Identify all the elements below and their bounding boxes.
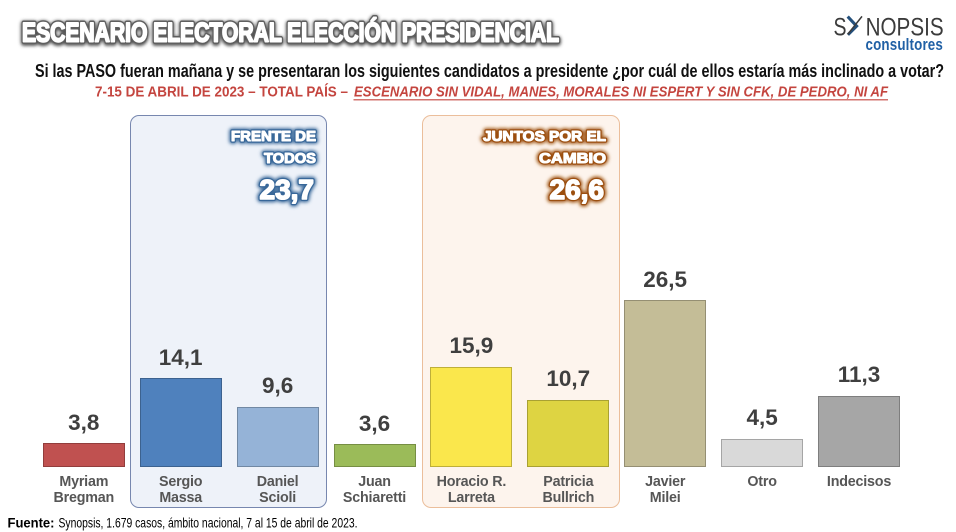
svg-text:CAMBIO: CAMBIO — [539, 151, 606, 167]
svg-text:consultores: consultores — [866, 35, 944, 54]
svg-text:Fuente:: Fuente: — [8, 514, 55, 530]
svg-text:TODOS: TODOS — [264, 151, 316, 167]
svg-text:FRENTE DE: FRENTE DE — [231, 129, 316, 145]
svg-text:JUNTOS POR EL: JUNTOS POR EL — [483, 129, 606, 145]
svg-text:ESCENARIO ELECTORAL ELECCIÓN P: ESCENARIO ELECTORAL ELECCIÓN PRESIDENCIA… — [22, 18, 559, 49]
svg-text:ESCENARIO ELECTORAL ELECCIÓN P: ESCENARIO ELECTORAL ELECCIÓN PRESIDENCIA… — [22, 16, 559, 47]
svg-text:CAMBIO: CAMBIO — [539, 151, 606, 167]
svg-text:23,7: 23,7 — [260, 174, 315, 205]
svg-text:NOPSIS: NOPSIS — [866, 14, 944, 42]
svg-text:23,7: 23,7 — [260, 174, 315, 205]
svg-text:26,6: 26,6 — [550, 174, 605, 205]
svg-text:FRENTE DE: FRENTE DE — [231, 129, 316, 145]
svg-text:TODOS: TODOS — [264, 151, 316, 167]
svg-text:S: S — [834, 14, 847, 42]
svg-text:7-15 DE ABRIL DE 2023 – TOTAL: 7-15 DE ABRIL DE 2023 – TOTAL PAÍS – — [95, 83, 348, 100]
svg-text:26,6: 26,6 — [550, 174, 605, 205]
svg-text:ESCENARIO SIN VIDAL, MANES, MO: ESCENARIO SIN VIDAL, MANES, MORALES NI E… — [354, 84, 889, 100]
svg-text:26,6: 26,6 — [550, 174, 605, 205]
svg-text:FRENTE DE: FRENTE DE — [231, 129, 316, 145]
svg-text:JUNTOS POR EL: JUNTOS POR EL — [483, 129, 606, 145]
svg-text:TODOS: TODOS — [264, 151, 316, 167]
svg-text:CAMBIO: CAMBIO — [539, 151, 606, 167]
svg-text:Synopsis, 1.679 casos, ámbito: Synopsis, 1.679 casos, ámbito nacional, … — [59, 514, 358, 530]
svg-text:ESCENARIO ELECTORAL ELECCIÓN P: ESCENARIO ELECTORAL ELECCIÓN PRESIDENCIA… — [22, 16, 559, 47]
svg-text:JUNTOS POR EL: JUNTOS POR EL — [483, 129, 606, 145]
svg-text:23,7: 23,7 — [260, 174, 315, 205]
svg-text:Si las PASO fueran mañana y se: Si las PASO fueran mañana y se presentar… — [35, 61, 944, 81]
